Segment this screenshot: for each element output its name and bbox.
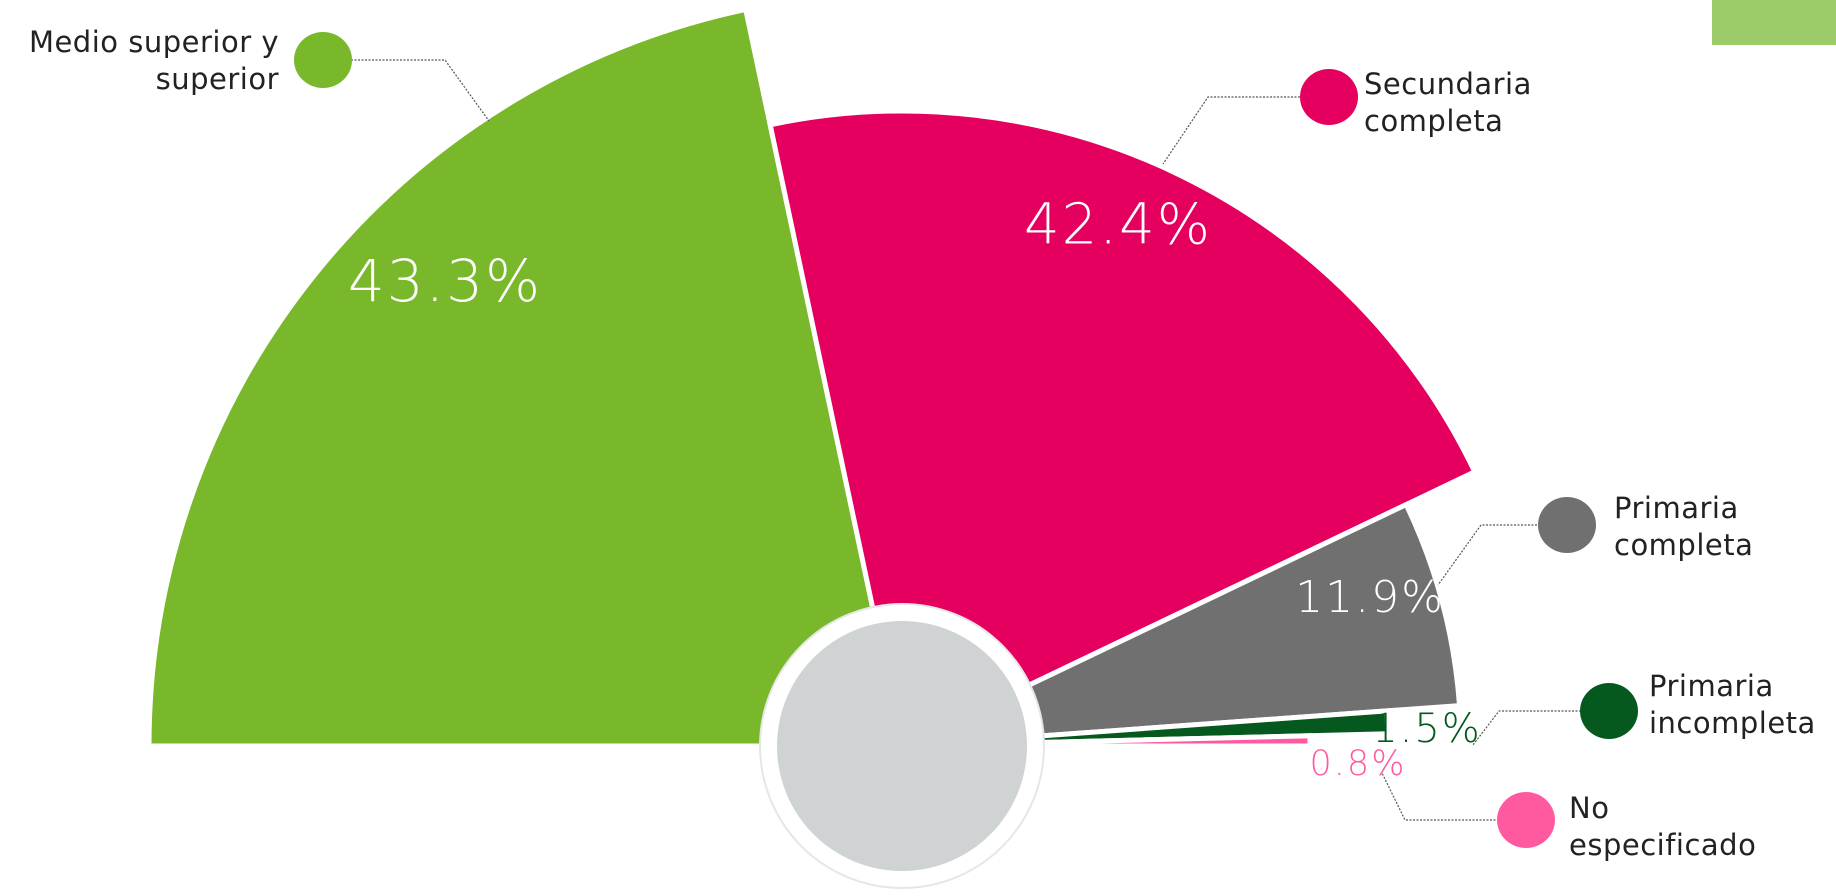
data-label: 0.8%	[1310, 744, 1407, 784]
legend-swatch	[1497, 792, 1555, 848]
data-label: 1.5%	[1372, 706, 1482, 752]
data-label: 11.9%	[1295, 572, 1445, 623]
legend-swatch	[1300, 69, 1358, 125]
pie-slice	[767, 108, 1479, 750]
center-disc	[777, 621, 1027, 871]
legend-label: Medio superior y superior	[28, 25, 279, 96]
legend-label: No especificado	[1569, 791, 1757, 862]
data-label: 43.3%	[348, 247, 542, 315]
leader-line	[1437, 524, 1537, 586]
legend-label: Primaria incompleta	[1649, 669, 1816, 740]
legend-label: Secundaria completa	[1364, 67, 1532, 138]
legend-label: Primaria completa	[1614, 491, 1754, 562]
legend-swatch	[1580, 683, 1638, 739]
leader-line	[1472, 710, 1581, 746]
pie-slice	[900, 501, 1463, 749]
pie-slice	[146, 6, 906, 749]
legend-swatch	[294, 32, 352, 88]
data-label: 42.4%	[1024, 192, 1212, 257]
legend-swatch	[1538, 497, 1596, 553]
corner-decoration	[1712, 0, 1836, 45]
leader-line	[351, 59, 490, 122]
leader-line	[1162, 96, 1300, 165]
